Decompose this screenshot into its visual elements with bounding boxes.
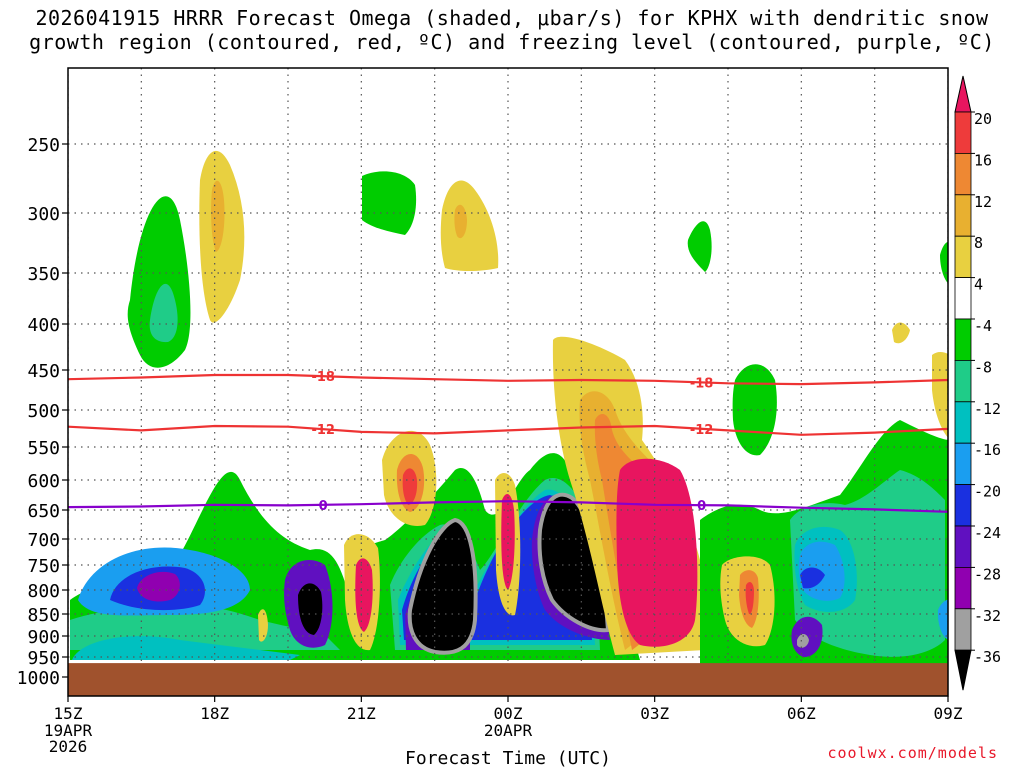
omega-region-blue-right [800,567,825,589]
colorbar-segment [954,75,972,113]
contour-label: -18 [690,376,714,391]
y-tick-label: 300 [27,204,60,225]
colorbar-segment [954,277,972,320]
y-tick-label: 250 [27,135,60,156]
contour-label: -12 [690,423,714,438]
x-axis-label: Forecast Time (UTC) [405,748,611,768]
omega-shading [70,150,948,665]
omega-region-yellow-rightedge [932,352,948,438]
colorbar-label: -16 [974,441,1001,459]
y-tick-label: 350 [27,264,60,285]
x-tick-sublabel: 20APR [484,721,533,740]
colorbar-label: -8 [974,358,992,376]
omega-region-pink-0030z [501,494,515,590]
chart-title-line-1: 2026041915 HRRR Forecast Omega (shaded, … [35,6,989,30]
colorbar-legend: 20 16 12 8 4 -4 -8 -12 -16 -20 -24 -28 -32 -36 [954,75,1001,691]
omega-region-gray-right [797,634,809,648]
y-tick-label: 500 [27,401,60,422]
contour-dendritic-bottom [68,424,948,436]
pressure-axis: 2503003504004505005506006507007508008509… [17,135,68,689]
y-tick-label: 400 [27,315,60,336]
omega-region-green-04z [687,221,712,272]
terrain-ground [68,663,948,696]
colorbar-segment [954,152,972,196]
colorbar-segment [954,649,972,691]
omega-region-black-20z [298,583,323,635]
colorbar-segment [954,359,972,403]
colorbar-segment [954,111,972,154]
omega-region-green-21z [362,171,417,235]
contour-label: -12 [311,423,335,438]
colorbar-label: 16 [974,151,992,169]
colorbar-segment [954,318,972,361]
x-tick-sublabel: 19APR [44,721,93,740]
colorbar-label: -12 [974,400,1001,418]
colorbar-label: 8 [974,234,983,252]
colorbar-label: 20 [974,110,992,128]
colorbar-segment [954,484,972,527]
y-tick-label: 600 [27,471,60,492]
colorbar-label: -36 [974,648,1001,666]
y-tick-label: 900 [27,627,60,648]
x-tick-label: 15Z [54,704,83,723]
x-tick-label: 21Z [347,704,376,723]
omega-region-teal-upper [149,283,178,343]
contour-label: 0 [319,499,328,514]
y-tick-label: 450 [27,361,60,382]
temperature-contours: -18 -18 -12 -12 0 0 [68,370,948,514]
omega-region-pink-03z [616,458,698,647]
y-tick-label: 950 [27,648,60,669]
colorbar-label: -24 [974,524,1001,542]
omega-region-yellow-small-19z [258,609,268,642]
y-tick-label: 550 [27,438,60,459]
colorbar-label: 12 [974,193,992,211]
omega-region-black-core1 [409,520,476,653]
y-tick-label: 850 [27,605,60,626]
colorbar-segment [954,235,972,278]
colorbar-label: 4 [974,276,983,294]
omega-region-cyan-rightedge [937,599,948,640]
y-tick-label: 650 [27,501,60,522]
omega-region-black-core2 [539,494,608,631]
colorbar-segment [954,442,972,486]
chart-title: 2026041915 HRRR Forecast Omega (shaded, … [0,6,1024,54]
colorbar-label: -28 [974,565,1001,583]
x-tick-label: 03Z [640,704,669,723]
x-tick-label: 00Z [494,704,523,723]
y-tick-label: 700 [27,530,60,551]
plot-area: -18 -18 -12 -12 0 0 [68,68,948,696]
omega-region-red-2130z [402,468,418,505]
colorbar-segment [954,567,972,610]
x-tick-label: 18Z [200,704,229,723]
y-tick-label: 800 [27,581,60,602]
colorbar-segment [954,525,972,568]
colorbar-label: -32 [974,607,1001,625]
colorbar-label: -20 [974,483,1001,501]
colorbar-segment [954,194,972,237]
chart-title-line-2: growth region (contoured, red, ºC) and f… [29,30,995,54]
contour-label: 0 [697,499,706,514]
colorbar-segment [954,401,972,444]
omega-region-green-upper [127,196,191,368]
site-credit: coolwx.com/models [827,744,998,762]
x-tick-label: 09Z [934,704,963,723]
omega-region-yellow-21z [440,180,499,271]
omega-region-purple [137,571,180,602]
omega-region-gold-21z [454,204,467,239]
omega-region-yellow-small [892,322,910,344]
contour-label: -18 [311,370,335,385]
contour-freezing-level [68,500,948,513]
omega-region-cyan [72,636,300,660]
grid-lines [68,68,948,696]
y-tick-label: 750 [27,556,60,577]
colorbar-label: -4 [974,317,992,335]
x-tick-label: 06Z [787,704,816,723]
colorbar-segment [954,608,972,651]
y-tick-label: 1000 [17,668,60,689]
omega-region-gray-rim [407,517,478,655]
contour-dendritic-top [68,373,948,386]
x-tick-sublabel: 2026 [49,737,88,756]
